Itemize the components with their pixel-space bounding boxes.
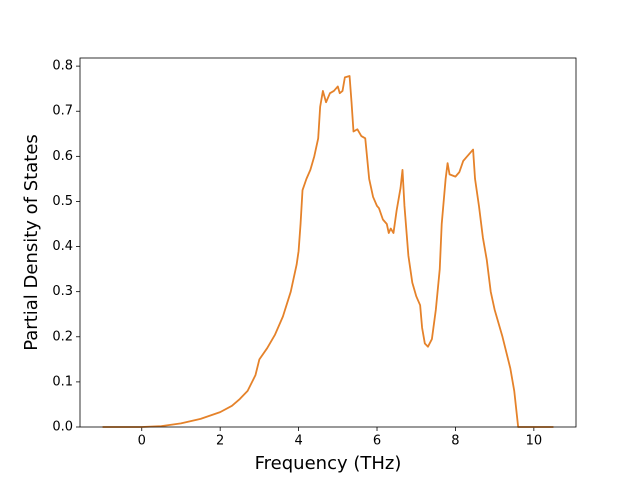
line [102,75,554,428]
x-tick-label: 0 [138,434,146,449]
x-axis-label: Frequency (THz) [255,453,402,474]
y-tick-label: 0.2 [52,329,73,344]
x-tick-label: 2 [216,434,224,449]
plot-frame [79,57,577,428]
x-tick-label: 6 [373,434,381,449]
x-tick-label: 8 [451,434,459,449]
x-tick-label: 4 [294,434,302,449]
y-tick-label: 0.1 [52,374,73,389]
y-tick-label: 0.0 [52,420,73,435]
y-tick-label: 0.3 [52,284,73,299]
y-tick-label: 0.5 [52,194,73,209]
x-tick-label: 10 [526,434,543,449]
y-tick-label: 0.4 [52,239,73,254]
y-tick-label: 0.7 [52,104,73,119]
y-axis-label: Partial Density of States [21,134,42,351]
y-tick-label: 0.8 [52,59,73,74]
y-tick-label: 0.6 [52,149,73,164]
